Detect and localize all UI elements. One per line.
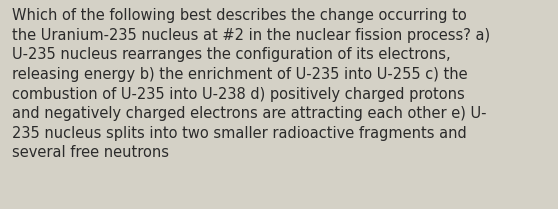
Text: Which of the following best describes the change occurring to
the Uranium-235 nu: Which of the following best describes th… [12, 8, 490, 160]
